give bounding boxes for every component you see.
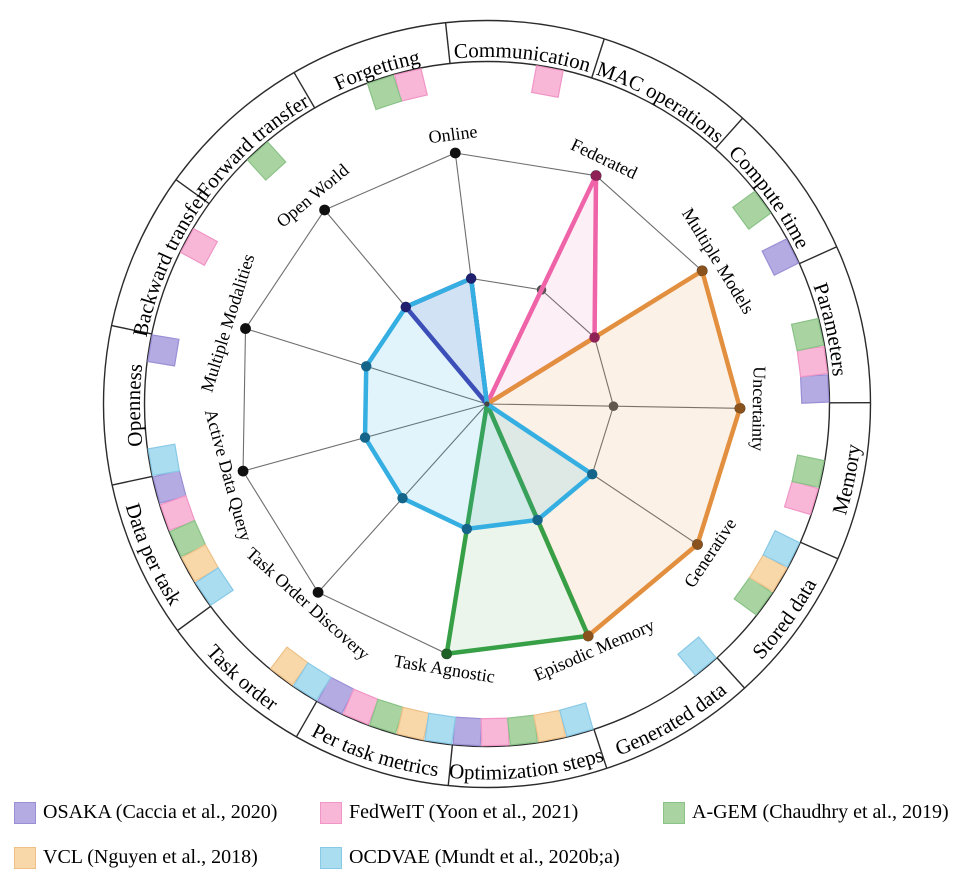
vertex-VCL	[582, 630, 594, 642]
ring-mark-OCDVAE	[147, 443, 181, 477]
series-vertices	[359, 170, 746, 659]
ring-sector-label: Openness	[121, 362, 147, 447]
vertex-OCDVAE	[397, 492, 408, 504]
ring-mark-OSAKA	[147, 334, 180, 367]
ring-mark-OSAKA	[761, 238, 800, 277]
ring-mark-OCDVAE	[424, 712, 457, 745]
vertex-FedWeIT	[589, 332, 600, 343]
vertex-OCDVAE	[361, 361, 372, 372]
vertex-VCL	[696, 265, 708, 277]
ring-divider	[593, 729, 608, 769]
axis-label: Uncertainty	[748, 366, 769, 451]
ring-divider	[591, 38, 605, 79]
ring-divider	[112, 475, 153, 486]
ring-divider	[293, 72, 316, 109]
ring-mark-OCDVAE	[194, 566, 235, 607]
vertex-VCL	[734, 403, 746, 414]
legend-swatch-osaka	[14, 801, 36, 824]
ring-sector-label: Memory	[827, 442, 865, 517]
ring-mark-FedWeIT	[796, 345, 829, 378]
ring-mark-VCL	[396, 706, 431, 741]
legend-item-vcl: VCL (Nguyen et al., 2018)	[14, 846, 258, 869]
ring-mark-OSAKA	[799, 374, 830, 404]
legend-swatch-vcl	[14, 846, 36, 869]
ring-mark-A-GEM	[366, 74, 403, 111]
vertex-OSAKA	[400, 301, 412, 313]
ring-mark-A-GEM	[731, 190, 772, 230]
axis-label: Open World	[272, 160, 352, 232]
ring-mark-FedWeIT	[179, 227, 219, 267]
vertex-OCDVAE	[532, 514, 543, 526]
legend-swatch-agem	[663, 801, 685, 824]
ring-divider	[799, 246, 838, 265]
ring-mark-OCDVAE	[558, 702, 594, 738]
ring-sector-label: MAC operations	[594, 56, 729, 147]
outer-ring	[102, 19, 872, 789]
legend-item-agem: A-GEM (Chaudhry et al., 2019)	[663, 801, 949, 824]
ring-mark-A-GEM	[246, 141, 287, 181]
legend-item-osaka: OSAKA (Caccia et al., 2020)	[14, 801, 277, 824]
vertex-FedWeIT	[590, 170, 602, 181]
vertex-OCDVAE	[359, 432, 371, 443]
legend-item-fedweit: FedWeIT (Yoon et al., 2021)	[320, 801, 578, 824]
ring-divider	[111, 324, 152, 335]
vertex-OSAKA	[465, 273, 477, 284]
ring-sector-label: Compute time	[724, 141, 815, 253]
ring-divider	[800, 541, 839, 560]
legend-label-vcl: VCL (Nguyen et al., 2018)	[43, 846, 258, 868]
ring-divider	[177, 605, 212, 632]
ring-mark-OSAKA	[452, 716, 483, 747]
legend-swatch-fedweit	[320, 801, 342, 824]
ring-divider	[714, 117, 744, 150]
vertex-OCDVAE	[587, 469, 598, 480]
ring-mark-OCDVAE	[677, 636, 717, 676]
ring-divider	[175, 179, 210, 205]
ring-mark-FedWeIT	[530, 65, 564, 99]
vertex-A-GEM	[441, 648, 452, 659]
axis-label: Federated	[568, 134, 641, 183]
ring-mark-A-GEM	[790, 317, 825, 352]
legend-label-agem: A-GEM (Chaudhry et al., 2019)	[692, 801, 949, 823]
ring-divider	[295, 700, 318, 738]
ring-sector-label: Optimization steps	[448, 742, 606, 784]
ring-mark-FedWeIT	[480, 717, 510, 747]
legend-swatch-ocdvae	[320, 846, 342, 869]
ring-divider	[444, 22, 451, 64]
ring-sector-label: Generated data	[612, 677, 732, 760]
ring-sector-label: Forward transfer	[192, 89, 313, 202]
ring-mark-OCDVAE	[292, 662, 332, 701]
legend-item-ocdvae: OCDVAE (Mundt et al., 2020b;a)	[320, 846, 620, 869]
ring-divider	[716, 657, 746, 689]
ring-sector-label: Communication	[453, 38, 594, 77]
legend-label-osaka: OSAKA (Caccia et al., 2020)	[43, 801, 278, 823]
radar-series	[362, 173, 743, 657]
axis-label: Online	[427, 121, 478, 147]
ring-divider	[447, 744, 454, 786]
ring-mark-A-GEM	[506, 714, 538, 746]
legend-label-fedweit: FedWeIT (Yoon et al., 2021)	[349, 801, 579, 823]
ring-mark-A-GEM	[791, 454, 825, 488]
vertex-VCL	[692, 539, 703, 550]
vertex-OCDVAE	[461, 523, 473, 535]
ring-marks	[147, 65, 830, 747]
series-polygon-OCDVAE	[362, 276, 595, 532]
ring-sector-label: Task order	[202, 640, 283, 716]
ring-mark-OCDVAE	[762, 529, 801, 568]
legend-label-ocdvae: OCDVAE (Mundt et al., 2020b;a)	[349, 846, 620, 868]
axis-label: Active Data Query	[201, 407, 256, 543]
axis-label: Task Order Discovery	[242, 543, 373, 664]
